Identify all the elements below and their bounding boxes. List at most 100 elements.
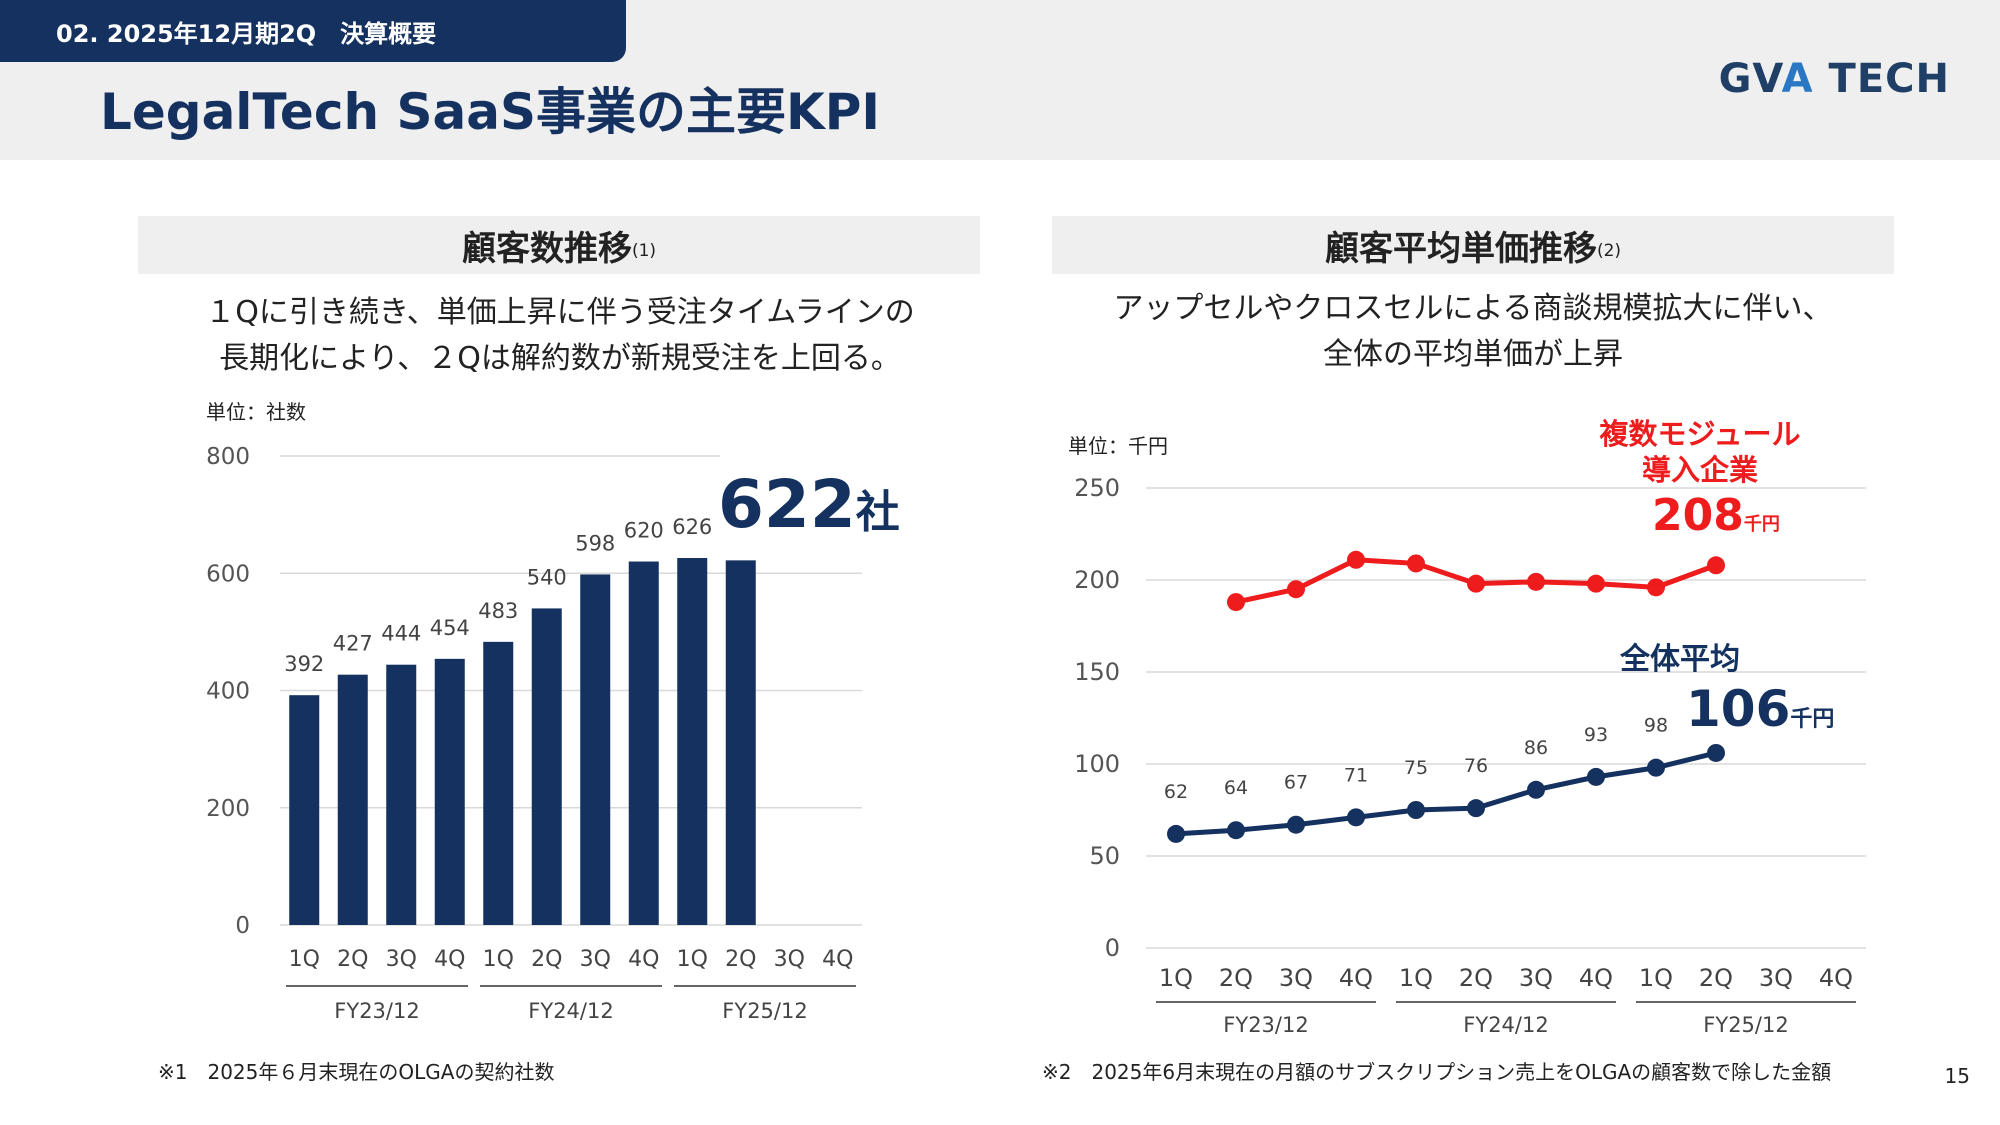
avg-value-number: 106 [1686, 680, 1791, 738]
bar-data-label: 483 [478, 599, 518, 623]
x-tick-label: 2Q [1219, 964, 1253, 992]
company-logo: GVA TECH [1719, 56, 1950, 102]
data-point [1467, 574, 1485, 593]
bar-data-label: 626 [672, 515, 712, 539]
y-tick-label: 600 [206, 561, 250, 587]
data-point [1647, 578, 1665, 597]
point-data-label: 98 [1644, 715, 1668, 737]
bar [386, 664, 417, 925]
y-tick-label: 200 [1074, 566, 1120, 594]
bar [337, 674, 368, 925]
x-tick-label: 2Q [531, 947, 562, 972]
x-tick-label: 2Q [725, 947, 756, 972]
point-data-label: 67 [1284, 772, 1308, 794]
x-tick-label: 3Q [1279, 964, 1313, 992]
data-point [1707, 743, 1725, 762]
multi-module-label-line: 複数モジュール [1599, 417, 1801, 451]
avg-price-description: アップセルやクロスセルによる商談規模拡大に伴い、 全体の平均単価が上昇 [1052, 286, 1894, 378]
bar-data-label: 392 [284, 652, 324, 676]
bar [289, 695, 320, 925]
x-tick-label: 3Q [1759, 964, 1793, 992]
bar [580, 574, 611, 925]
y-tick-label: 400 [206, 679, 250, 705]
bar [434, 658, 465, 925]
customer-count-title: 顧客数推移 [461, 228, 632, 269]
group-label: FY23/12 [334, 999, 419, 1023]
multi-value-number: 208 [1652, 490, 1744, 541]
logo-text: GV [1718, 56, 1782, 102]
bar-data-label: 454 [430, 616, 470, 640]
multi-value-unit: 千円 [1743, 514, 1780, 535]
y-tick-label: 250 [1074, 474, 1120, 502]
data-point [1167, 824, 1185, 843]
point-data-label: 62 [1164, 781, 1188, 803]
data-point [1527, 780, 1545, 799]
data-point [1287, 815, 1305, 834]
highlight-value: 622 [718, 466, 856, 543]
description-line: １Qに引き続き、単価上昇に伴う受注タイムラインの [205, 295, 915, 330]
x-tick-label: 1Q [289, 947, 320, 972]
x-tick-label: 1Q [1639, 964, 1673, 992]
y-tick-label: 100 [1074, 750, 1120, 778]
x-tick-label: 3Q [580, 947, 611, 972]
data-point [1347, 808, 1365, 827]
x-tick-label: 4Q [822, 947, 853, 972]
x-tick-label: 4Q [1339, 964, 1373, 992]
point-data-label: 75 [1404, 757, 1428, 779]
x-tick-label: 2Q [1699, 964, 1733, 992]
bar-data-label: 444 [381, 622, 421, 646]
description-line: 全体の平均単価が上昇 [1323, 337, 1623, 372]
point-data-label: 86 [1524, 737, 1548, 759]
x-tick-label: 4Q [1579, 964, 1613, 992]
group-label: FY24/12 [528, 999, 613, 1023]
description-line: アップセルやクロスセルによる商談規模拡大に伴い、 [1113, 291, 1833, 326]
data-point [1527, 572, 1545, 591]
y-tick-label: 800 [206, 444, 250, 470]
group-label: FY24/12 [1463, 1013, 1548, 1037]
data-point [1227, 593, 1245, 612]
x-tick-label: 2Q [1459, 964, 1493, 992]
x-tick-label: 1Q [1399, 964, 1433, 992]
bar-data-label: 598 [575, 531, 615, 555]
page-number: 15 [1944, 1064, 1970, 1088]
bar [531, 608, 562, 925]
x-tick-label: 1Q [1159, 964, 1193, 992]
group-label: FY25/12 [722, 999, 807, 1023]
footnote-2: ※2 2025年6月末現在の月額のサブスクリプション売上をOLGAの顧客数で除し… [1042, 1060, 1832, 1084]
customer-count-highlight: 622社 [718, 466, 900, 543]
x-tick-label: 2Q [337, 947, 368, 972]
x-tick-label: 4Q [628, 947, 659, 972]
point-data-label: 93 [1584, 724, 1608, 746]
left-unit-label: 単位：社数 [206, 400, 306, 424]
multi-module-label: 複数モジュール 導入企業 [1560, 416, 1840, 488]
footnote-1: ※1 2025年６月末現在のOLGAの契約社数 [158, 1060, 555, 1084]
series-line [1175, 750, 1717, 837]
x-tick-label: 1Q [677, 947, 708, 972]
customer-count-heading: 顧客数推移 (1) [138, 216, 980, 274]
right-unit-label: 単位：千円 [1068, 434, 1168, 458]
group-label: FY23/12 [1223, 1013, 1308, 1037]
y-tick-label: 150 [1074, 658, 1120, 686]
data-point [1467, 799, 1485, 818]
x-tick-label: 3Q [1519, 964, 1553, 992]
y-tick-label: 50 [1089, 842, 1120, 870]
data-point [1707, 556, 1725, 575]
group-label: FY25/12 [1703, 1013, 1788, 1037]
data-point [1287, 580, 1305, 599]
data-point [1227, 821, 1245, 840]
bar [628, 561, 659, 925]
point-data-label: 76 [1464, 755, 1488, 777]
x-tick-label: 3Q [774, 947, 805, 972]
avg-price-heading: 顧客平均単価推移 (2) [1052, 216, 1894, 274]
data-point [1587, 574, 1605, 593]
data-point [1407, 554, 1425, 573]
x-tick-label: 4Q [434, 947, 465, 972]
description-line: 長期化により、２Qは解約数が新規受注を上回る。 [219, 341, 901, 376]
customer-count-description: １Qに引き続き、単価上昇に伴う受注タイムラインの 長期化により、２Qは解約数が新… [140, 290, 980, 382]
y-tick-label: 200 [206, 796, 250, 822]
avg-value-unit: 千円 [1790, 707, 1835, 732]
bar-data-label: 620 [624, 519, 664, 543]
data-point [1647, 758, 1665, 777]
data-point [1407, 801, 1425, 819]
customer-count-chart: 0 200 400 600 800 392 1Q 427 2Q 444 3Q 454 4Q 483 1Q 54… [206, 444, 862, 1023]
